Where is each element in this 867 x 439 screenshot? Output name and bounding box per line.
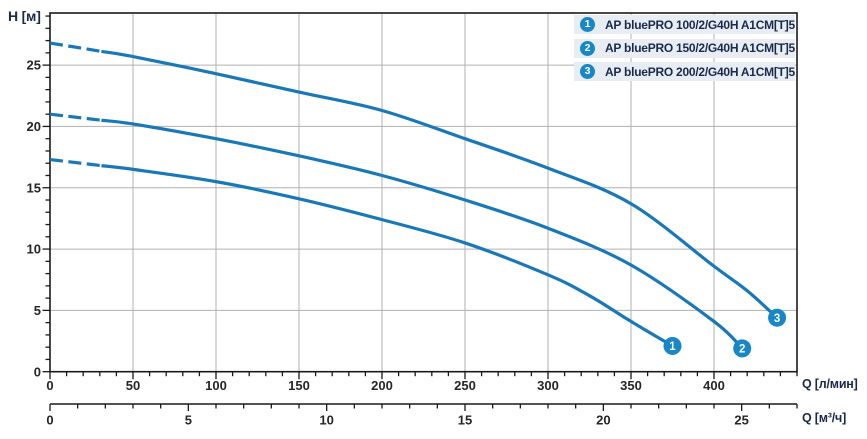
series-3-badge-icon: 3 (580, 64, 595, 79)
x-tick-label-100: 100 (205, 378, 227, 393)
x-axis-primary-title: Q [л/мин] (802, 377, 858, 391)
x2-tick-label-20: 20 (596, 413, 610, 428)
series-1-end-marker-label: 1 (669, 341, 676, 353)
series-1-curve-dashed (49, 157, 102, 168)
x-axis-secondary-title: Q [м³/ч] (802, 411, 847, 425)
x-tick-label-400: 400 (703, 378, 725, 393)
series-1-label: AP bluePRO 100/2/G40H A1CM[T]5 (605, 17, 795, 32)
legend-item-3: 3 AP bluePRO 200/2/G40H A1CM[T]5 (574, 62, 795, 81)
x2-tick-label-5: 5 (185, 413, 192, 428)
x2-tick-label-15: 15 (458, 413, 472, 428)
x2-tick-label-10: 10 (319, 413, 333, 428)
x-tick-label-0: 0 (46, 378, 53, 393)
series-3-end-marker-label: 3 (774, 313, 780, 325)
x2-tick-label-25: 25 (734, 413, 748, 428)
series-3-end-marker-icon (768, 308, 787, 327)
x-tick-label-200: 200 (371, 378, 393, 393)
chart-legend: 1 AP bluePRO 100/2/G40H A1CM[T]5 2 AP bl… (574, 15, 795, 86)
y-tick-label-10: 10 (27, 242, 41, 257)
series-1-badge-icon: 1 (580, 17, 595, 32)
x-tick-label-150: 150 (288, 378, 310, 393)
series-2-curve-dashed (49, 112, 102, 122)
series-3-curve (101, 49, 779, 319)
series-3-curve-dashed (49, 41, 102, 53)
y-tick-label-15: 15 (27, 180, 41, 195)
series-2-end-marker-icon (733, 339, 752, 358)
series-2-label: AP bluePRO 150/2/G40H A1CM[T]5 (605, 41, 795, 55)
y-tick-label-0: 0 (34, 364, 41, 379)
series-2-end-marker-label: 2 (739, 344, 745, 356)
y-axis-title: H [м] (8, 8, 41, 24)
x-tick-label-350: 350 (620, 378, 642, 393)
x-tick-label-250: 250 (454, 378, 476, 393)
y-tick-label-20: 20 (27, 119, 41, 134)
x2-tick-label-0: 0 (46, 413, 53, 428)
series-1-curve (101, 164, 674, 348)
x-tick-label-300: 300 (537, 378, 559, 393)
series-2-badge-icon: 2 (580, 40, 595, 56)
y-tick-label-25: 25 (27, 58, 41, 73)
series-2-curve (101, 118, 744, 350)
series-3-label: AP bluePRO 200/2/G40H A1CM[T]5 (605, 64, 795, 79)
x-tick-label-50: 50 (126, 378, 140, 393)
legend-item-2: 2 AP bluePRO 150/2/G40H A1CM[T]5 (574, 38, 795, 58)
series-1-end-marker-icon (663, 336, 682, 355)
y-tick-label-5: 5 (34, 303, 41, 318)
plot-border (49, 12, 798, 373)
legend-item-1: 1 AP bluePRO 100/2/G40H A1CM[T]5 (574, 15, 795, 34)
